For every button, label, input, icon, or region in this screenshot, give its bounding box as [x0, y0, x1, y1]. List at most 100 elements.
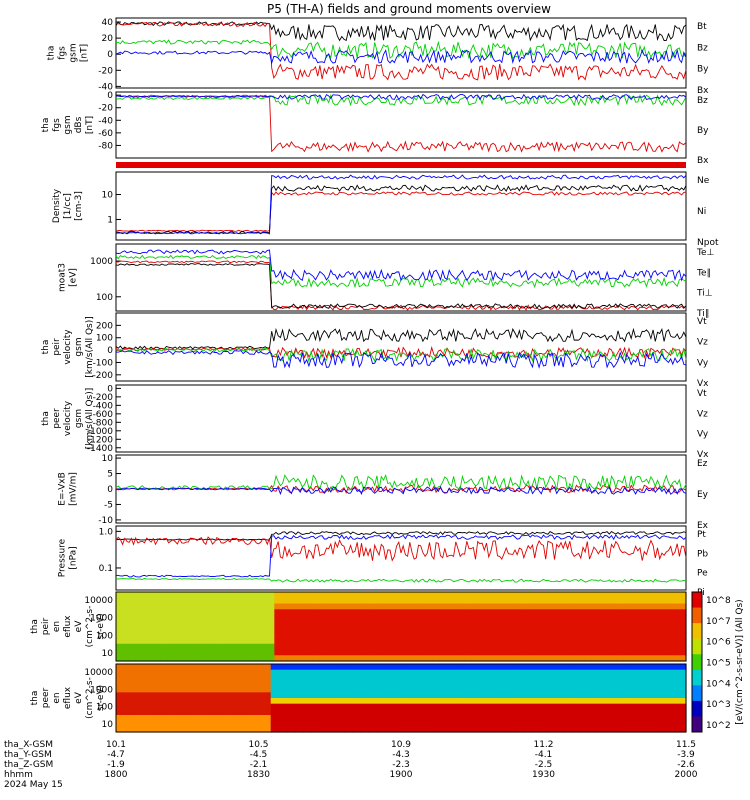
heatmap-cell: [246, 709, 256, 716]
heatmap-cell: [451, 649, 459, 656]
heatmap-cell: [299, 615, 307, 622]
heatmap-cell: [376, 669, 386, 676]
heatmap-cell: [645, 681, 655, 688]
heatmap-cell: [122, 615, 130, 622]
heatmap-cell: [319, 709, 329, 716]
heatmap-cell: [559, 592, 567, 599]
heatmap-cell: [211, 615, 218, 622]
heatmap-cell: [546, 655, 554, 662]
heatmap-cell: [622, 592, 630, 599]
heatmap-cell: [344, 715, 353, 722]
heatmap-cell: [132, 698, 142, 705]
heatmap-cell: [482, 675, 492, 682]
heatmap-cell: [622, 643, 630, 651]
heatmap-cell: [293, 643, 301, 651]
heatmap-cell: [205, 703, 215, 710]
heatmap-cell: [356, 609, 364, 616]
series-line-Ne: [115, 191, 687, 232]
heatmap-cell: [344, 686, 353, 693]
heatmap-cell: [591, 632, 598, 639]
heatmap-cell: [466, 698, 475, 705]
heatmap-cell: [261, 620, 269, 628]
heatmap-cell: [597, 626, 605, 633]
heatmap-cell: [287, 643, 294, 651]
heatmap-cell: [382, 626, 389, 633]
heatmap-cell: [312, 655, 320, 662]
heatmap-cell: [261, 655, 269, 662]
heatmap-cell: [578, 615, 586, 622]
data-gap-bar: [116, 162, 686, 168]
heatmap-cell: [147, 626, 155, 633]
heatmap-cell: [246, 698, 256, 705]
heatmap-cell: [612, 669, 622, 676]
heatmap-cell: [635, 638, 643, 645]
heatmap-cell: [375, 620, 383, 628]
heatmap-cell: [531, 669, 541, 676]
heatmap-cell: [344, 726, 353, 733]
heatmap-cell: [596, 692, 606, 699]
heatmap-cell: [508, 620, 516, 628]
heatmap-cell: [197, 703, 207, 710]
heatmap-cell: [477, 655, 484, 662]
heatmap-cell: [616, 632, 624, 639]
heatmap-cell: [527, 632, 535, 639]
heatmap-cell: [185, 632, 193, 639]
heatmap-cell: [417, 698, 427, 705]
heatmap-cell: [331, 592, 339, 599]
heatmap-cell: [350, 603, 358, 610]
heatmap-cell: [603, 632, 611, 639]
heatmap-cell: [382, 649, 389, 656]
heatmap-cell: [654, 626, 662, 633]
series-line-Bz: [115, 21, 687, 81]
heatmap-cell: [629, 632, 636, 639]
heatmap-cell: [417, 692, 427, 699]
heatmap-cell: [496, 592, 503, 599]
heatmap-cell: [350, 609, 358, 616]
heatmap-cell: [236, 603, 244, 610]
heatmap-cell: [192, 615, 199, 622]
heatmap-cell: [376, 709, 386, 716]
heatmap-cell: [392, 698, 402, 705]
heatmap-cell: [409, 698, 418, 705]
heatmap-cell: [604, 686, 614, 693]
heatmap-cell: [603, 609, 611, 616]
heatmap-cell: [147, 649, 155, 656]
heatmap-cell: [124, 726, 133, 733]
panel-frame: [115, 171, 687, 241]
heatmap-cell: [464, 620, 472, 628]
heatmap-cell: [653, 715, 663, 722]
heatmap-cell: [344, 638, 351, 645]
heatmap-cell: [474, 726, 484, 733]
heatmap-cell: [616, 655, 624, 662]
heatmap-cell: [327, 675, 337, 682]
heatmap-cell: [667, 638, 674, 645]
heatmap-cell: [603, 638, 611, 645]
heatmap-cell: [156, 715, 166, 722]
heatmap-cell: [166, 626, 174, 633]
heatmap-cell: [185, 649, 193, 656]
heatmap-cell: [217, 615, 225, 622]
heatmap-cell: [559, 638, 567, 645]
heatmap-cell: [179, 609, 187, 616]
heatmap-cell: [654, 609, 662, 616]
heatmap-cell: [572, 626, 579, 633]
heatmap-cell: [249, 655, 256, 662]
heatmap-cell: [482, 664, 492, 671]
heatmap-cell: [392, 720, 402, 727]
heatmap-cell: [278, 692, 288, 699]
heatmap-cell: [154, 643, 161, 651]
heatmap-cell: [217, 626, 225, 633]
heatmap-cell: [213, 720, 223, 727]
heatmap-cell: [185, 655, 193, 662]
y-tick-label: 200: [96, 321, 113, 331]
heatmap-cell: [148, 675, 158, 682]
heatmap-cell: [498, 709, 508, 716]
heatmap-cell: [629, 655, 636, 662]
heatmap-cell: [293, 632, 301, 639]
heatmap-cell: [637, 726, 646, 733]
heatmap-cell: [409, 720, 418, 727]
heatmap-cell: [198, 609, 206, 616]
heatmap-cell: [610, 626, 617, 633]
y-tick-label: 0: [107, 485, 113, 495]
heatmap-cell: [192, 638, 199, 645]
